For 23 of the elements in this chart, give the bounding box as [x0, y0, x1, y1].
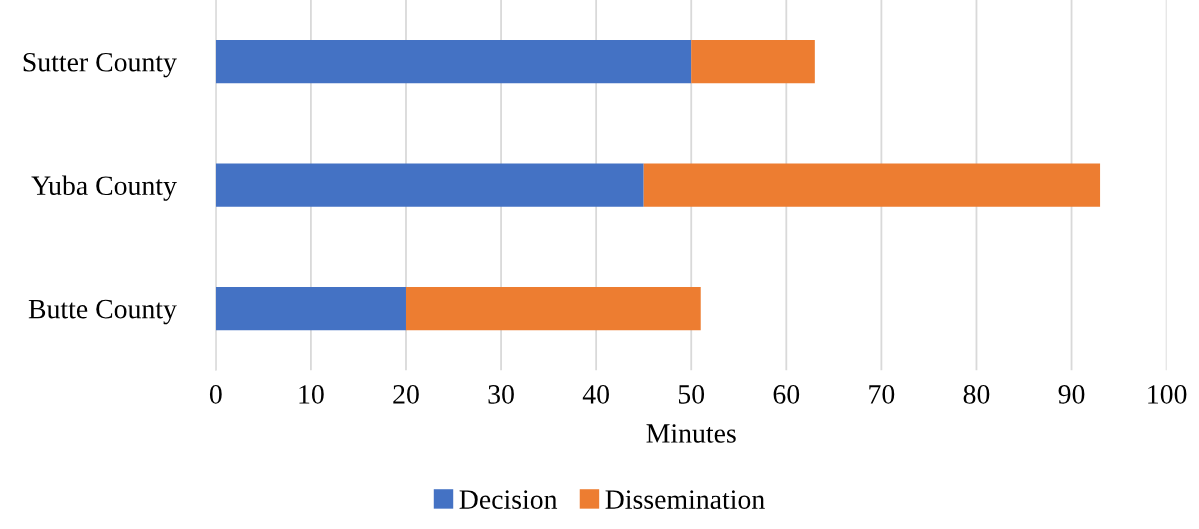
x-tick-label: 0 [209, 384, 222, 404]
x-tick-label: 50 [678, 384, 705, 404]
x-tick-label: 30 [488, 384, 514, 404]
y-tick-label: Yuba County [31, 175, 177, 201]
bar [215, 286, 406, 331]
x-tick-label: 60 [773, 384, 800, 404]
x-tick-label: 100 [1148, 384, 1187, 404]
x-tick-label: 80 [963, 384, 990, 404]
x-tick-label: 10 [299, 384, 324, 404]
legend-label: Decision [459, 490, 558, 509]
x-axis-title: Minutes [646, 424, 736, 443]
y-tick-label: Sutter County [23, 52, 177, 78]
x-tick-label: 40 [582, 384, 609, 404]
y-tick-label: Butte County [28, 299, 177, 325]
x-tick-label: 70 [869, 384, 895, 404]
bar [691, 40, 815, 84]
bar [405, 286, 701, 331]
x-tick-label: 90 [1058, 384, 1085, 404]
legend-label: Dissemination [605, 490, 765, 509]
bar [215, 163, 644, 207]
x-tick-label: 20 [393, 384, 419, 404]
bar [215, 40, 692, 84]
bar [643, 163, 1101, 207]
